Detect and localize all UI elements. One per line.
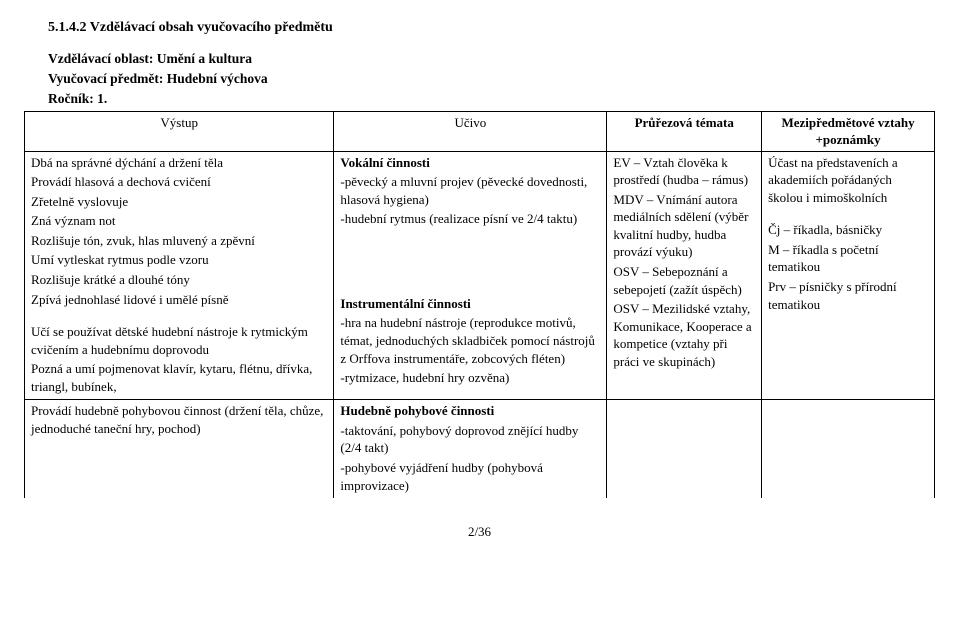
text-line: Prv – písničky s přírodní tematikou: [768, 278, 928, 313]
table-row: Dbá na správné dýchání a držení tělaProv…: [25, 151, 935, 400]
text-line: Instrumentální činnosti: [340, 295, 600, 313]
text-line: Umí vytleskat rytmus podle vzoru: [31, 251, 327, 269]
table-header-row: Výstup Učivo Průřezová témata Mezipředmě…: [25, 111, 935, 151]
cell-vystup-1: Dbá na správné dýchání a držení tělaProv…: [25, 151, 334, 400]
cell-vystup-2: Provádí hudebně pohybovou činnost (držen…: [25, 400, 334, 498]
text-line: Vokální činnosti: [340, 154, 600, 172]
header-ucivo: Učivo: [334, 111, 607, 151]
cell-mezi-1: Účast na představeních a akademiích pořá…: [762, 151, 935, 400]
text-line: Rozlišuje tón, zvuk, hlas mluvený a zpěv…: [31, 232, 327, 250]
text-line: -pěvecký a mluvní projev (pěvecké dovedn…: [340, 173, 600, 208]
sub-rocnik: Ročník: 1.: [48, 90, 935, 108]
sub-predmet: Vyučovací předmět: Hudební výchova: [48, 70, 935, 88]
page-number: 2/36: [24, 524, 935, 540]
text-line: -hudební rytmus (realizace písní ve 2/4 …: [340, 210, 600, 228]
text-line: M – říkadla s početní tematikou: [768, 241, 928, 276]
header-prurez-text: Průřezová témata: [635, 115, 734, 130]
cell-ucivo-2: Hudebně pohybové činnosti -taktování, poh…: [334, 400, 607, 498]
text-line: Účast na představeních a akademiích pořá…: [768, 154, 928, 207]
text-line: EV – Vztah člověka k prostředí (hudba – …: [613, 154, 755, 189]
text-line: Zpívá jednohlasé lidové i umělé písně: [31, 291, 327, 309]
text-line: Zná význam not: [31, 212, 327, 230]
text-line: Učí se používat dětské hudební nástroje …: [31, 323, 327, 358]
text-line: OSV – Mezilidské vztahy, Komunikace, Koo…: [613, 300, 755, 370]
section-heading: 5.1.4.2 Vzdělávací obsah vyučovacího pře…: [48, 20, 935, 36]
curriculum-table: Výstup Učivo Průřezová témata Mezipředmě…: [24, 111, 935, 498]
header-mezi: Mezipředmětové vztahy +poznámky: [762, 111, 935, 151]
text-line: -pohybové vyjádření hudby (pohybová impr…: [340, 459, 600, 494]
text-line: Dbá na správné dýchání a držení těla: [31, 154, 327, 172]
table-row: Provádí hudebně pohybovou činnost (držen…: [25, 400, 935, 498]
text-line: Provádí hlasová a dechová cvičení: [31, 173, 327, 191]
cell-mezi-2: [762, 400, 935, 498]
header-vystup: Výstup: [25, 111, 334, 151]
cell-ucivo-1: Vokální činnosti-pěvecký a mluvní projev…: [334, 151, 607, 400]
text-line: -hra na hudební nástroje (reprodukce mot…: [340, 314, 600, 367]
text-line: -rytmizace, hudební hry ozvěna): [340, 369, 600, 387]
text-line: Pozná a umí pojmenovat klavír, kytaru, f…: [31, 360, 327, 395]
text-line: Zřetelně vyslovuje: [31, 193, 327, 211]
text-line: Čj – říkadla, básničky: [768, 221, 928, 239]
text-line: OSV – Sebepoznání a sebepojetí (zažít ús…: [613, 263, 755, 298]
text-line: Hudebně pohybové činnosti: [340, 402, 600, 420]
text-line: Provádí hudebně pohybovou činnost (držen…: [31, 402, 327, 437]
cell-prurez-2: [607, 400, 762, 498]
cell-prurez-1: EV – Vztah člověka k prostředí (hudba – …: [607, 151, 762, 400]
sub-oblast: Vzdělávací oblast: Umění a kultura: [48, 50, 935, 68]
text-line: Rozlišuje krátké a dlouhé tóny: [31, 271, 327, 289]
header-prurez: Průřezová témata: [607, 111, 762, 151]
text-line: MDV – Vnímání autora mediálních sdělení …: [613, 191, 755, 261]
header-mezi-text: Mezipředmětové vztahy +poznámky: [781, 115, 914, 148]
text-line: -taktování, pohybový doprovod znějící hu…: [340, 422, 600, 457]
